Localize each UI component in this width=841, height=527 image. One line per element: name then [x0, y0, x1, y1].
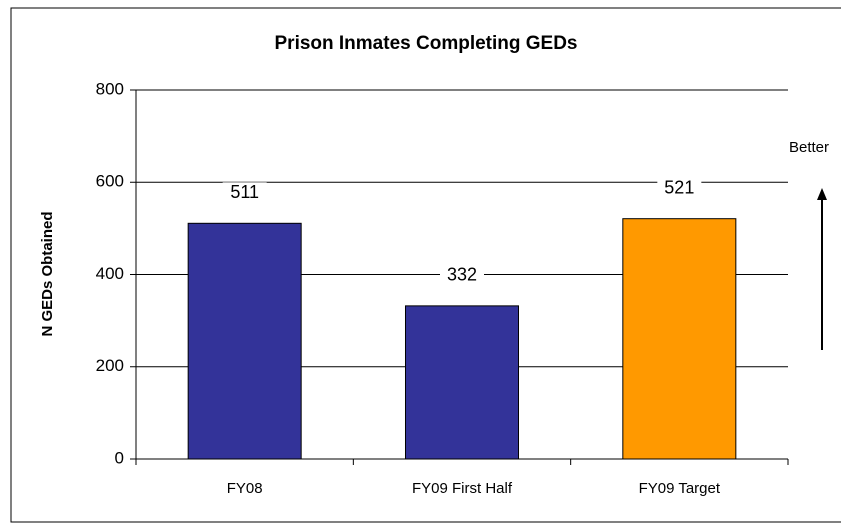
x-tick-label: FY08: [227, 480, 263, 497]
y-tick-label: 400: [96, 264, 124, 283]
annotation: Better: [789, 139, 829, 156]
data-label: 511: [230, 182, 259, 202]
data-label: 332: [447, 265, 477, 285]
y-tick-label: 200: [96, 356, 124, 375]
bar: [404, 305, 520, 460]
data-label-bg: [657, 177, 702, 200]
y-tick-label: 0: [115, 448, 124, 467]
data-label-bg: [440, 264, 484, 287]
bar: [622, 218, 737, 460]
x-tick-label: FY09 First Half: [412, 480, 513, 497]
y-tick-label: 800: [96, 79, 124, 98]
chart-title: Prison Inmates Completing GEDs: [275, 33, 578, 54]
data-label-bg: [222, 182, 267, 205]
y-axis-label: N GEDs Obtained: [39, 211, 56, 336]
data-label: 521: [664, 177, 694, 197]
bar: [187, 222, 302, 460]
arrow-head: [817, 188, 827, 200]
x-tick-label: FY09 Target: [639, 480, 721, 497]
y-tick-label: 600: [96, 172, 124, 191]
